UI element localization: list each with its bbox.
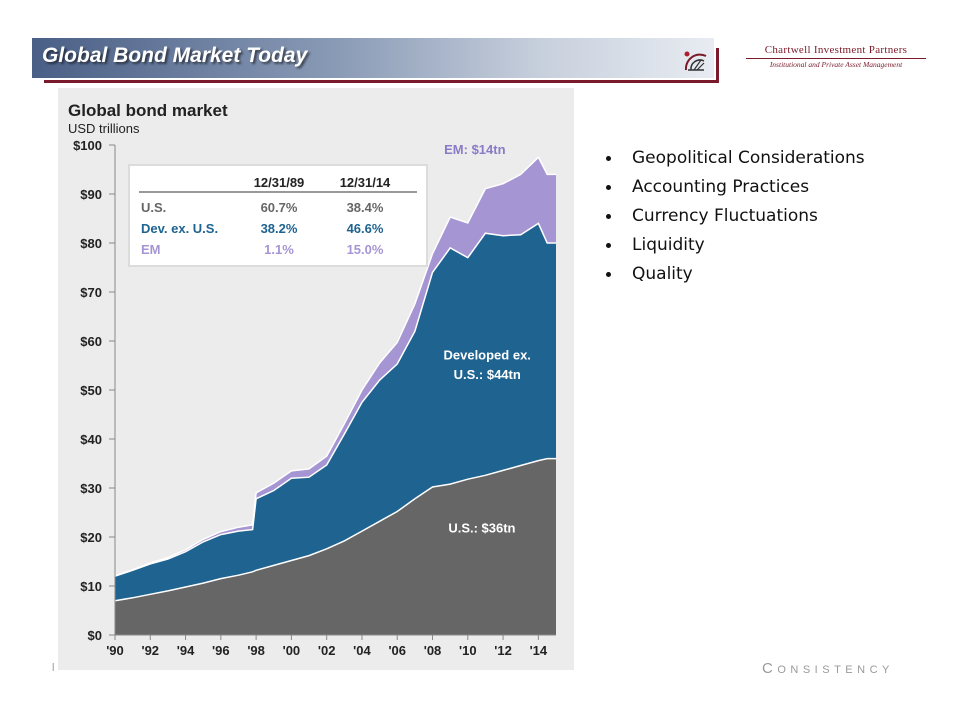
x-tick-label: '00 (283, 643, 301, 658)
x-tick-label: '14 (530, 643, 548, 658)
bullet-text: Geopolitical Considerations (632, 148, 865, 168)
footer-tagline-initial: C (762, 660, 778, 677)
bullet-item: Geopolitical Considerations (606, 144, 865, 173)
series-edge-em (114, 156, 556, 577)
bullet-item: Currency Fluctuations (606, 202, 865, 231)
x-tick-label: '10 (459, 643, 477, 658)
chart-title: Global bond market (68, 101, 228, 120)
bullet-dot-icon (606, 243, 611, 248)
page-title: Global Bond Market Today (42, 44, 308, 67)
x-tick-label: '94 (177, 643, 195, 658)
y-tick-label: $60 (80, 334, 102, 349)
y-tick-label: $50 (80, 383, 102, 398)
inset-row-label: EM (141, 242, 161, 257)
x-tick-label: '92 (141, 643, 159, 658)
annotation-developed: U.S.: $44tn (454, 367, 521, 382)
inset-cell: 1.1% (264, 242, 294, 257)
bullet-dot-icon (606, 272, 611, 277)
y-tick-label: $20 (80, 530, 102, 545)
inset-cell: 46.6% (347, 221, 384, 236)
y-tick-label: $70 (80, 285, 102, 300)
bullet-item: Quality (606, 260, 865, 289)
series-edge-us (114, 457, 556, 602)
chart-panel: Global bond market USD trillions $0 $10 $2… (58, 88, 574, 670)
y-tick-label: $100 (73, 138, 102, 153)
brand-tagline: Institutional and Private Asset Manageme… (769, 60, 903, 69)
bond-market-chart: Global bond market USD trillions $0 $10 $2… (68, 101, 556, 658)
x-tick-label: '90 (106, 643, 124, 658)
inset-column-header: 12/31/14 (340, 175, 391, 190)
x-tick-label: '12 (494, 643, 512, 658)
inset-cell: 60.7% (261, 200, 298, 215)
footer-tagline: CONSISTENCY (762, 660, 894, 677)
bullet-text: Accounting Practices (632, 177, 810, 197)
inset-cell: 38.4% (347, 200, 384, 215)
brand-name: Chartwell Investment Partners (764, 44, 908, 56)
y-tick-label: $10 (80, 579, 102, 594)
inset-table (128, 164, 428, 267)
inset-cell: 15.0% (347, 242, 384, 257)
x-tick-label: '04 (353, 643, 371, 658)
bullet-item: Accounting Practices (606, 173, 865, 202)
chart-y-label: USD trillions (68, 121, 140, 136)
y-tick-label: $90 (80, 187, 102, 202)
title-bar (32, 38, 714, 78)
annotation-developed: Developed ex. (443, 348, 530, 363)
series-edge-developed (114, 222, 556, 577)
x-tick-label: '06 (388, 643, 406, 658)
compass-logo-icon (684, 51, 707, 71)
footer-tagline-rest: ONSISTENCY (777, 664, 894, 676)
area-em (115, 157, 556, 577)
x-tick-label: '08 (424, 643, 442, 658)
bullet-list: Geopolitical Considerations Accounting P… (606, 144, 865, 289)
brand-divider (746, 58, 926, 59)
bullet-text: Quality (632, 264, 693, 284)
footer-mark: l (52, 662, 55, 674)
annotation-em: EM: $14tn (444, 142, 505, 157)
y-tick-label: $0 (88, 628, 102, 643)
y-tick-label: $40 (80, 432, 102, 447)
inset-row-label: U.S. (141, 200, 166, 215)
x-tick-label: '98 (247, 643, 265, 658)
y-tick-label: $30 (80, 481, 102, 496)
bullet-item: Liquidity (606, 231, 865, 260)
bullet-text: Currency Fluctuations (632, 206, 818, 226)
annotation-us: U.S.: $36tn (448, 521, 515, 536)
area-developed (115, 223, 556, 601)
inset-column-header: 12/31/89 (254, 175, 305, 190)
title-bar-accent (44, 48, 719, 83)
x-tick-label: '96 (212, 643, 230, 658)
bullet-dot-icon (606, 156, 611, 161)
x-tick-label: '02 (318, 643, 336, 658)
bullet-text: Liquidity (632, 235, 705, 255)
bullet-dot-icon (606, 214, 611, 219)
bullet-dot-icon (606, 185, 611, 190)
brand-logo: Chartwell Investment Partners Institutio… (746, 44, 926, 69)
inset-cell: 38.2% (261, 221, 298, 236)
inset-row-label: Dev. ex. U.S. (141, 221, 218, 236)
y-tick-label: $80 (80, 236, 102, 251)
area-us (115, 458, 556, 635)
